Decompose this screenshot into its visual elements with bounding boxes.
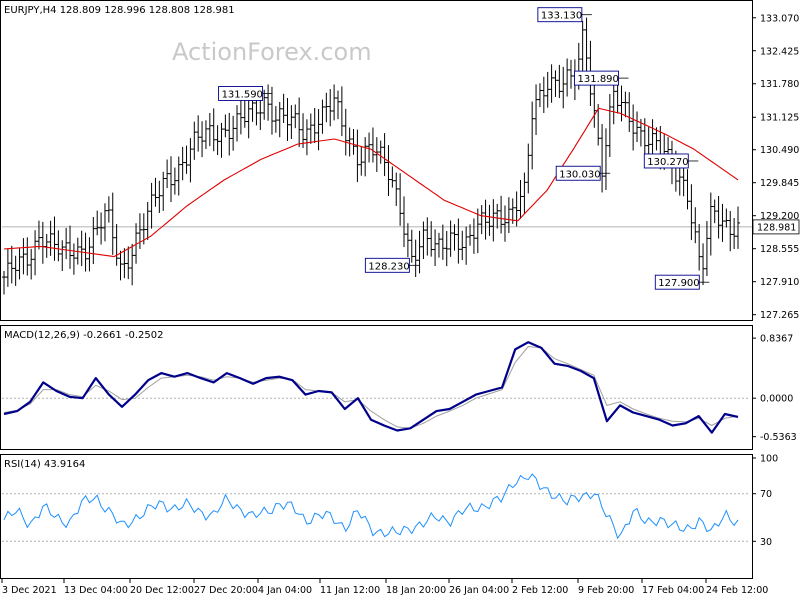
x-tick-label: 26 Jan 04:00 xyxy=(449,585,509,596)
x-tick-label: 27 Dec 20:00 xyxy=(194,585,258,596)
annotation-box xyxy=(364,257,410,273)
annotation-label: 130.270 xyxy=(647,157,688,168)
annotation-label: 128.230 xyxy=(368,261,409,272)
macd-main-line xyxy=(3,341,739,434)
rsi-tick-label: 70 xyxy=(760,489,772,500)
annotation-label: 131.890 xyxy=(578,74,619,85)
annotation-box xyxy=(537,7,583,23)
annotation-box xyxy=(643,153,689,169)
price-tick-label: 127.265 xyxy=(760,310,799,321)
x-tick-label: 18 Jan 20:00 xyxy=(386,585,446,596)
price-panel-frame xyxy=(0,0,753,321)
annotation-label: 130.030 xyxy=(559,169,600,180)
annotation-label: 131.590 xyxy=(222,89,263,100)
rsi-panel-frame xyxy=(0,454,753,579)
x-tick-label: 17 Feb 04:00 xyxy=(642,585,704,596)
annotation-box xyxy=(555,165,601,181)
annotation-box xyxy=(654,274,700,290)
x-tick-label: 2 Feb 12:00 xyxy=(512,585,568,596)
rsi-line xyxy=(3,473,739,540)
x-tick-label: 9 Feb 20:00 xyxy=(578,585,634,596)
axis-layer: 133.070 132.425 131.780 131.125 130.490 129.8… xyxy=(1,13,800,596)
rsi-tick-label: 30 xyxy=(760,537,772,548)
price-tick-label: 128.555 xyxy=(760,244,799,255)
symbol-header: EURJPY,H4 128.809 128.996 128.808 128.98… xyxy=(4,5,235,16)
last-price-tag xyxy=(752,219,800,235)
rsi-layer xyxy=(2,473,750,542)
x-tick-label: 11 Jan 12:00 xyxy=(320,585,380,596)
annotation-label: 127.900 xyxy=(658,278,699,289)
x-tick-label: 3 Dec 2021 xyxy=(2,585,57,596)
price-tick-label: 132.425 xyxy=(760,46,799,57)
price-layer: 131.590 128.230 133.130 131.890 130.030 130.2… xyxy=(2,7,752,295)
x-tick-label: 4 Jan 04:00 xyxy=(258,585,312,596)
macd-tick-label: 0.8367 xyxy=(760,334,793,345)
annotation-box xyxy=(574,70,620,86)
price-tick-label: 133.070 xyxy=(760,13,799,24)
macd-title: MACD(12,26,9) -0.2661 -0.2502 xyxy=(4,330,164,341)
x-tick-label: 13 Dec 04:00 xyxy=(64,585,128,596)
macd-tick-label: -0.5363 xyxy=(760,432,797,443)
price-tick-label: 129.200 xyxy=(760,211,799,222)
x-tick-label: 20 Dec 12:00 xyxy=(130,585,194,596)
rsi-title: RSI(14) 43.9164 xyxy=(4,459,85,470)
price-tick-label: 129.845 xyxy=(760,178,799,189)
annotation-box xyxy=(218,86,264,101)
macd-signal-line xyxy=(3,346,739,429)
last-price-label: 128.981 xyxy=(757,222,796,233)
price-tick-label: 131.780 xyxy=(760,79,799,90)
macd-tick-label: 0.0000 xyxy=(760,394,793,405)
price-tick-label: 130.490 xyxy=(760,145,799,156)
price-tick-label: 131.125 xyxy=(760,113,799,124)
macd-panel-frame xyxy=(0,325,753,450)
macd-layer xyxy=(2,341,750,434)
watermark: ActionForex.com xyxy=(172,38,372,66)
x-tick-label: 24 Feb 12:00 xyxy=(706,585,768,596)
annotation-label: 133.130 xyxy=(541,11,582,22)
price-tick-label: 127.910 xyxy=(760,277,799,288)
rsi-tick-label: 100 xyxy=(760,454,778,465)
moving-average-line xyxy=(3,107,739,258)
